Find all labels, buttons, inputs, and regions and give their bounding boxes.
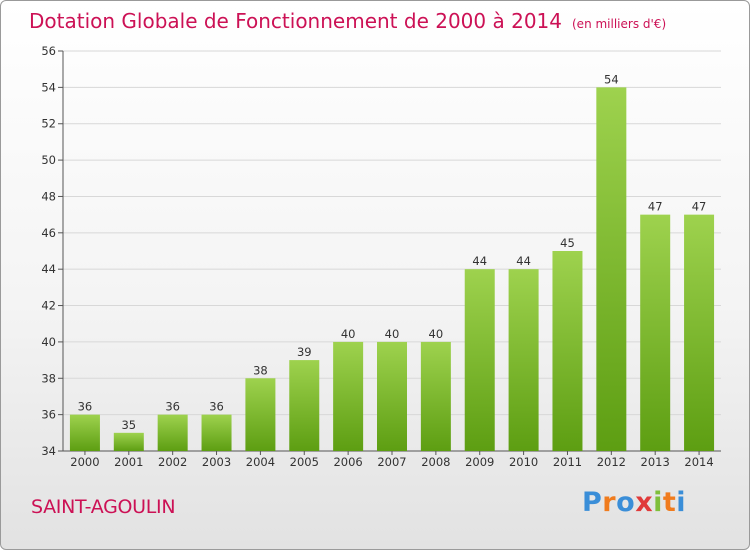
bar-2005	[289, 360, 320, 451]
y-tick-label: 42	[41, 299, 56, 313]
value-label-2001: 35	[121, 418, 136, 432]
logo-letter: P	[582, 487, 603, 518]
bar-2011	[552, 251, 583, 451]
bar-2013	[640, 214, 671, 451]
value-label-2013: 47	[648, 200, 663, 214]
y-tick-label: 44	[41, 262, 56, 276]
x-tick-label-2014: 2014	[684, 455, 713, 469]
value-label-2008: 40	[429, 327, 444, 341]
bar-2014	[684, 214, 715, 451]
y-tick-label: 34	[41, 444, 56, 458]
proxiti-logo[interactable]: Proxiti	[582, 487, 686, 518]
y-tick-label: 52	[41, 117, 56, 131]
bar-2007	[377, 341, 407, 451]
x-tick-label-2009: 2009	[465, 455, 494, 469]
bar-2012	[596, 87, 627, 451]
y-tick-label: 48	[41, 189, 56, 203]
value-label-2007: 40	[385, 327, 400, 341]
x-tick-label-2010: 2010	[509, 455, 538, 469]
value-label-2012: 54	[604, 72, 619, 86]
unit-note: (en milliers d'€)	[572, 17, 667, 31]
y-tick-labels: 34 36 38 40 42 44 46 48 50 52 54 56	[41, 44, 56, 458]
bar-2009	[464, 269, 495, 451]
value-label-2006: 40	[341, 327, 356, 341]
logo-letter: o	[616, 487, 636, 518]
y-tick-label: 38	[41, 371, 56, 385]
chart-title: Dotation Globale de Fonctionnement de 20…	[29, 9, 666, 33]
x-tick-label-2000: 2000	[70, 455, 99, 469]
x-tick-label-2012: 2012	[597, 455, 626, 469]
bar-2003	[201, 414, 232, 451]
y-tick-label: 50	[41, 153, 56, 167]
x-tick-label-2011: 2011	[553, 455, 582, 469]
x-tick-label-2008: 2008	[421, 455, 450, 469]
logo-letter: t	[662, 487, 677, 518]
bar-2010	[508, 269, 539, 451]
y-tick-label: 40	[41, 335, 56, 349]
value-label-2002: 36	[165, 400, 180, 414]
y-tick-label: 56	[41, 44, 56, 58]
logo-letter: i	[676, 487, 687, 518]
bar-2001	[113, 432, 144, 451]
value-label-2011: 45	[560, 236, 575, 250]
logo-letter: i	[653, 487, 663, 518]
commune-name: SAINT-AGOULIN	[31, 496, 176, 518]
value-label-2000: 36	[78, 400, 93, 414]
value-label-2003: 36	[209, 400, 224, 414]
value-label-2005: 39	[297, 345, 312, 359]
x-tick-label-2001: 2001	[114, 455, 143, 469]
x-tick-label-2005: 2005	[290, 455, 319, 469]
x-tick-label-2006: 2006	[333, 455, 362, 469]
value-label-2004: 38	[253, 363, 268, 377]
x-tick-label-2003: 2003	[202, 455, 231, 469]
data-labels: 36 35 36 36 38 39 40 40 40 44 44 45 54 47 47	[78, 72, 707, 431]
x-tick-label-2013: 2013	[641, 455, 670, 469]
logo-letter: x	[635, 487, 654, 518]
x-tick-label-2004: 2004	[246, 455, 275, 469]
y-tick-label: 36	[41, 408, 56, 422]
x-tick-labels: 2000 2001 2002 2003 2004 2005 2006 2007 2008 2009…	[70, 455, 713, 469]
logo-letter: r	[602, 487, 617, 518]
x-tick-label-2007: 2007	[377, 455, 406, 469]
y-tick-label: 54	[41, 80, 56, 94]
value-label-2009: 44	[472, 254, 487, 268]
bar-2000	[69, 414, 100, 451]
bar-2006	[333, 341, 364, 451]
bar-2004	[245, 378, 276, 451]
bar-2002	[157, 414, 188, 451]
bar-2008	[420, 341, 451, 451]
y-tick-label: 46	[41, 226, 56, 240]
value-label-2010: 44	[516, 254, 531, 268]
bars	[69, 87, 715, 451]
x-tick-label-2002: 2002	[158, 455, 187, 469]
chart-title-text: Dotation Globale de Fonctionnement de 20…	[29, 9, 562, 33]
value-label-2014: 47	[692, 200, 707, 214]
